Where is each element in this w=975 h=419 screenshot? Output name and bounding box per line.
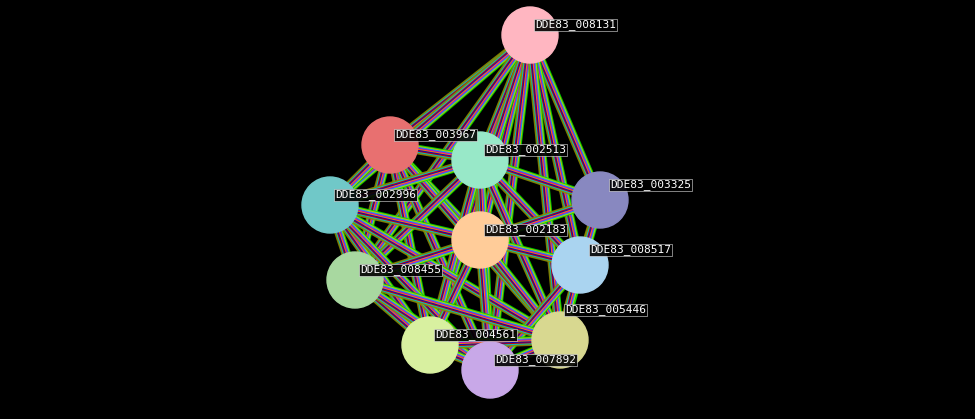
Ellipse shape <box>532 312 588 368</box>
Ellipse shape <box>462 342 518 398</box>
Text: DDE83_004561: DDE83_004561 <box>435 329 516 340</box>
Text: DDE83_002513: DDE83_002513 <box>485 144 566 155</box>
Ellipse shape <box>502 7 558 63</box>
Text: DDE83_005446: DDE83_005446 <box>565 304 646 315</box>
Ellipse shape <box>452 212 508 268</box>
Text: DDE83_002996: DDE83_002996 <box>335 189 416 200</box>
Text: DDE83_007892: DDE83_007892 <box>495 354 576 365</box>
Ellipse shape <box>552 237 608 293</box>
Ellipse shape <box>572 172 628 228</box>
Ellipse shape <box>452 132 508 188</box>
Text: DDE83_002183: DDE83_002183 <box>485 224 566 235</box>
Text: DDE83_003325: DDE83_003325 <box>610 180 691 191</box>
Ellipse shape <box>302 177 358 233</box>
Text: DDE83_008131: DDE83_008131 <box>535 19 616 30</box>
Text: DDE83_008455: DDE83_008455 <box>360 264 441 275</box>
Ellipse shape <box>327 252 383 308</box>
Ellipse shape <box>362 117 418 173</box>
Ellipse shape <box>402 317 458 373</box>
Text: DDE83_003967: DDE83_003967 <box>395 129 476 140</box>
Text: DDE83_008517: DDE83_008517 <box>590 245 671 256</box>
